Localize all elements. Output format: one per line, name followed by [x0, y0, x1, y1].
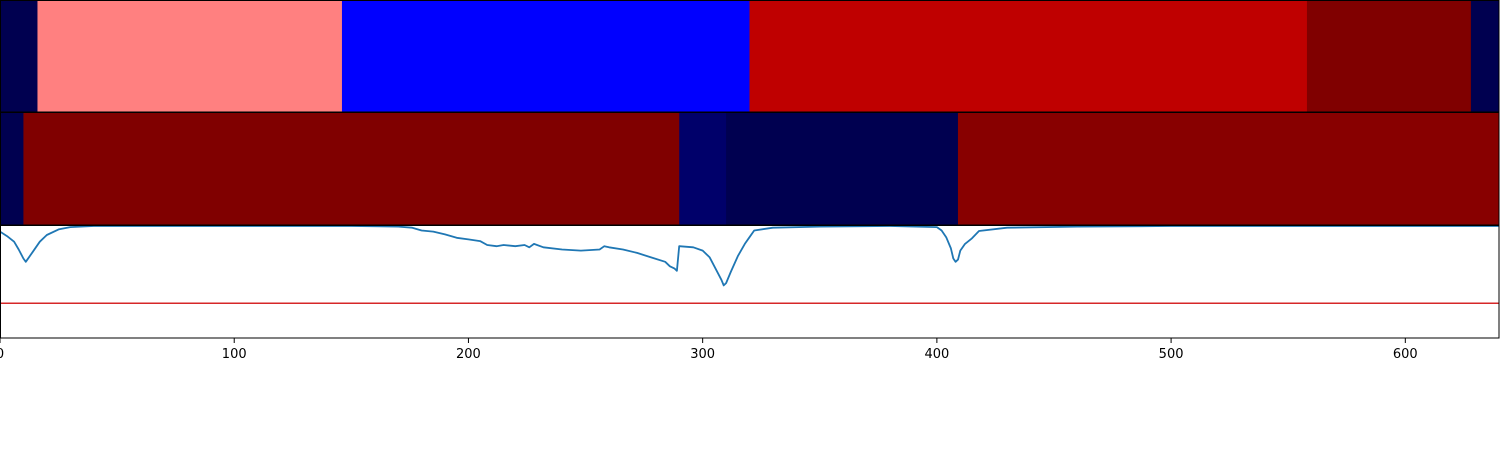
band1-segment-5	[1470, 1, 1500, 112]
x-tick-label-100: 100	[222, 347, 247, 362]
band2-segment-4	[957, 113, 1500, 225]
band2-segment-1	[23, 113, 680, 225]
x-tick-label-400: 400	[924, 347, 949, 362]
line-plot-frame	[0, 225, 1500, 339]
x-axis: 0 100 200 300 400 500 600	[0, 338, 1418, 362]
band2-segment-0	[0, 113, 24, 225]
heatmap-band-1	[0, 0, 1500, 113]
x-tick-label-300: 300	[690, 347, 715, 362]
x-tick-label-0: 0	[0, 347, 4, 362]
band2-segment-2	[679, 113, 727, 225]
line-plot-border	[0, 225, 1500, 339]
band1-segment-4	[1306, 1, 1472, 112]
band1-segment-1	[37, 1, 343, 112]
x-tick-label-200: 200	[456, 347, 481, 362]
x-tick-label-500: 500	[1159, 347, 1184, 362]
x-tick-label-600: 600	[1393, 347, 1418, 362]
band2-segment-3	[726, 113, 959, 225]
band1-segment-0	[0, 1, 38, 112]
band1-segment-3	[749, 1, 1308, 112]
line-plot-panel	[0, 225, 1500, 339]
heatmap-band-2	[0, 112, 1500, 226]
band1-segment-2	[341, 1, 750, 112]
